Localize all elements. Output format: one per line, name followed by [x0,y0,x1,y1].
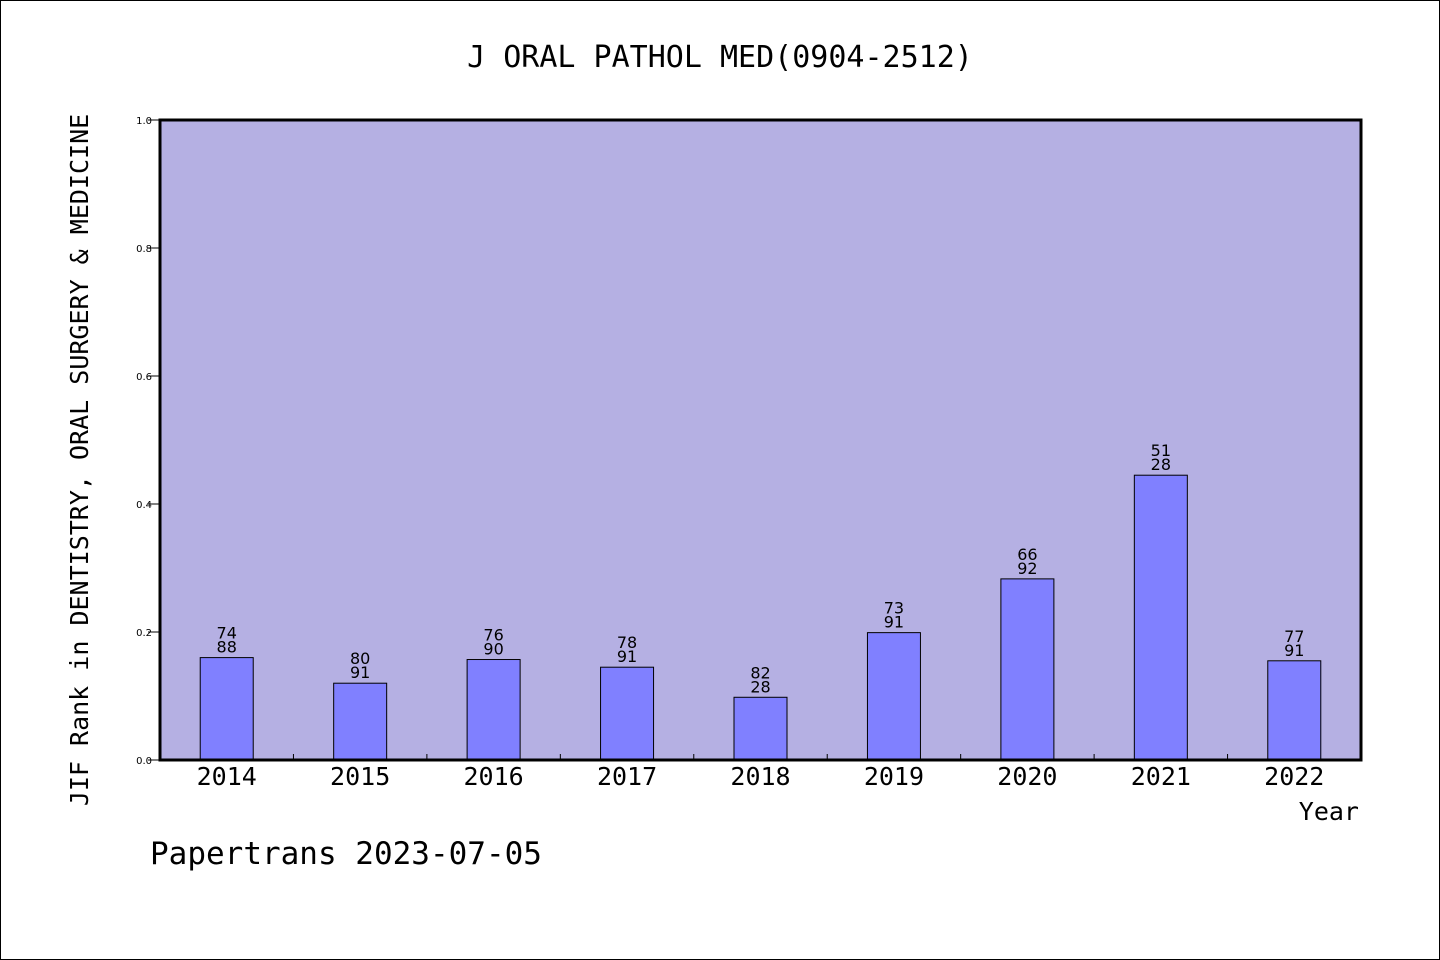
x-axis: 2014 2015 2016 2017 2018 2019 2020 2021 2022 [197,754,1324,791]
y-axis: 0.0 0.2 0.4 0.6 0.8 1.0 [136,116,160,767]
y-tick-label: 0.0 [136,756,152,767]
bar-label-top: 82 [750,663,770,682]
bar [1133,474,1188,761]
x-tick-label: 2017 [597,762,657,791]
bar-label-bottom: 92 [1017,559,1037,578]
bar [333,682,388,761]
bar [733,696,788,761]
bar-label-bottom: 90 [483,640,503,659]
credit-text: Papertrans 2023-07-05 [150,836,542,872]
x-tick-label: 2016 [464,762,524,791]
bar-label-top: 76 [483,626,503,645]
bar [866,632,921,761]
bar [199,657,254,761]
y-tick-label: 1.0 [136,116,152,127]
x-tick-label: 2020 [997,762,1057,791]
bar [1000,578,1055,761]
bar-label-bottom: 28 [750,677,770,696]
x-tick-label: 2015 [330,762,390,791]
bar [1267,660,1322,761]
y-tick-label: 0.8 [136,244,152,255]
bars [199,474,1322,761]
y-tick-label: 0.6 [136,372,152,383]
bar-label-top: 80 [350,649,370,668]
x-tick-label: 2022 [1264,762,1324,791]
y-axis-label: JIF Rank in DENTISTRY, ORAL SURGERY & ME… [65,114,94,806]
bar-label-top: 78 [617,633,637,652]
y-tick-label: 0.4 [136,500,152,511]
bar-label-top: 74 [217,624,237,643]
plot-border [158,118,1363,762]
bar-label-bottom: 88 [217,638,237,657]
bar-label-bottom: 91 [350,663,370,682]
x-axis-label: Year [1299,797,1359,826]
bar-label-bottom: 91 [884,613,904,632]
y-tick-label: 0.2 [136,628,152,639]
bar [600,666,655,761]
bar-label-bottom: 28 [1151,455,1171,474]
bar-label-top: 51 [1151,441,1171,460]
bar-label-bottom: 91 [1284,641,1304,660]
bar-label-top: 73 [884,599,904,618]
bar-label-top: 66 [1017,545,1037,564]
x-tick-label: 2019 [864,762,924,791]
bar-label-top: 77 [1284,627,1304,646]
x-tick-label: 2018 [730,762,790,791]
bar [466,659,521,761]
chart-title: J ORAL PATHOL MED(0904-2512) [467,40,973,75]
x-tick-label: 2021 [1131,762,1191,791]
bar-label-bottom: 91 [617,647,637,666]
x-tick-label: 2014 [197,762,257,791]
